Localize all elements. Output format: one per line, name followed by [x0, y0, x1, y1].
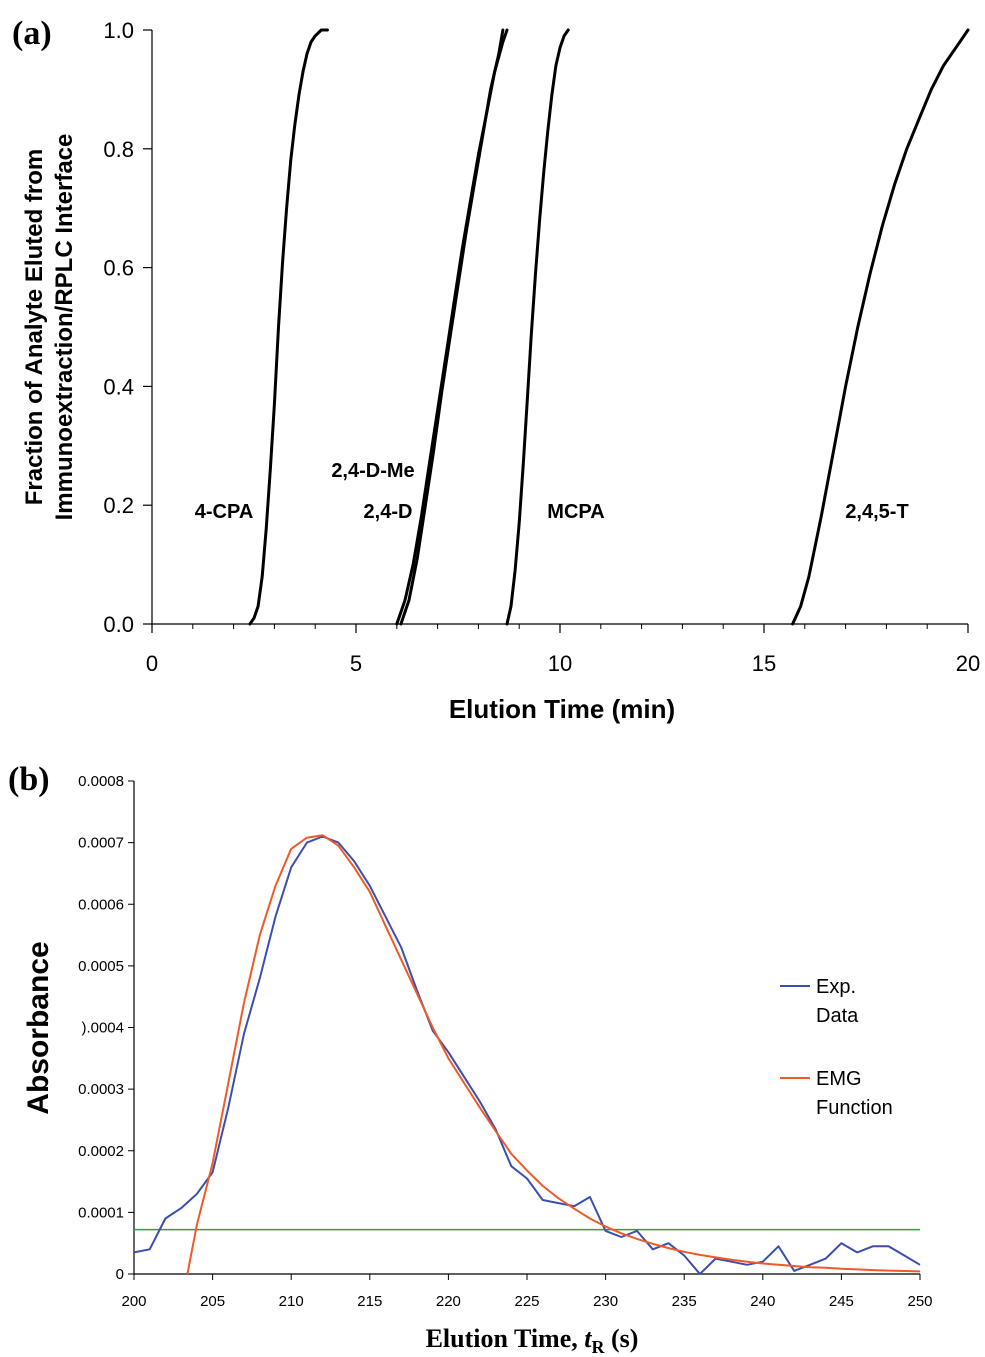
x-tick-label: 10: [548, 651, 572, 676]
x-tick-label: 210: [279, 1293, 304, 1310]
series-line-4-cpa: [248, 28, 329, 626]
x-tick-label: 200: [121, 1293, 146, 1310]
y-tick-label: 0.0003: [78, 1081, 124, 1098]
y-tick-label: 0.6: [103, 256, 134, 281]
series-label-2-4-d: 2,4-D: [364, 501, 413, 523]
x-tick-label: 230: [593, 1293, 618, 1310]
panel-b: (b) 200 205 210 215 220 225 230 235 240 245 250 00…: [8, 761, 933, 1357]
panel-a-x-ticks: 0 5 10 15 20: [146, 624, 980, 676]
y-tick-label: 0.0007: [78, 835, 124, 852]
panel-b-y-ticks: 0 0.0001 0.0002 0.0003 ).0004 0.0005 0.0006 0.0…: [78, 773, 134, 1283]
y-tick-label: 0.0006: [78, 896, 124, 913]
series-label-2-4-5-t: 2,4,5-T: [845, 501, 908, 523]
series-line-2-4-d-me: [399, 28, 505, 626]
panel-a-series: [248, 28, 970, 626]
x-tick-label: 250: [907, 1293, 932, 1310]
series-line-emg-function: [186, 834, 921, 1275]
x-tick-label: 245: [829, 1293, 854, 1310]
legend-label-exp-data: Exp. Data: [816, 976, 859, 1027]
x-tick-label: 5: [350, 651, 362, 676]
panel-a-y-title-line1: Fraction of Analyte Eluted from: [21, 149, 48, 505]
panel-b-y-axis-title: Absorbance: [22, 941, 55, 1114]
x-tick-label: 220: [436, 1293, 461, 1310]
legend-label-emg-function: EMG Function: [816, 1068, 893, 1119]
panel-a: (a) 0 5 10 15 20 0.0 0.2 0.4 0.6 0.8 1.0 4-CPA 2,4…: [12, 15, 980, 724]
y-tick-label: ).0004: [81, 1020, 124, 1037]
x-tick-label: 240: [750, 1293, 775, 1310]
panel-b-x-ticks: 200 205 210 215 220 225 230 235 240 245 250: [121, 1274, 933, 1310]
y-tick-label: 0.0005: [78, 958, 124, 975]
series-label-4-cpa: 4-CPA: [195, 501, 254, 523]
panel-b-label: (b): [8, 761, 50, 798]
series-label-mcpa: MCPA: [547, 501, 604, 523]
panel-b-x-title-main: Elution Time,: [426, 1324, 585, 1353]
series-line-exp-data: [133, 835, 921, 1275]
y-tick-label: 0.0: [103, 612, 134, 637]
panel-a-series-labels: 4-CPA 2,4-D-Me 2,4-D MCPA 2,4,5-T: [195, 460, 909, 523]
series-line-mcpa: [505, 28, 570, 626]
panel-b-series: [133, 834, 921, 1275]
panel-b-x-title-unit: (s): [605, 1324, 639, 1353]
y-tick-label: 0: [116, 1266, 124, 1283]
x-tick-label: 225: [514, 1293, 539, 1310]
x-tick-label: 20: [956, 651, 980, 676]
x-tick-label: 15: [752, 651, 776, 676]
y-tick-label: 0.2: [103, 493, 134, 518]
panel-a-label: (a): [12, 15, 52, 52]
x-tick-label: 235: [672, 1293, 697, 1310]
series-line-2-4-d: [395, 28, 509, 626]
y-tick-label: 0.4: [103, 374, 134, 399]
x-tick-label: 215: [357, 1293, 382, 1310]
panel-b-x-title-sub: R: [592, 1337, 606, 1357]
panel-b-x-title-var: t: [584, 1324, 592, 1353]
panel-a-y-axis-title: Fraction of Analyte Eluted from Immunoex…: [21, 134, 78, 521]
series-label-2-4-d-me: 2,4-D-Me: [331, 460, 414, 482]
y-tick-label: 0.8: [103, 137, 134, 162]
x-tick-label: 0: [146, 651, 158, 676]
panel-b-legend: Exp. Data EMG Function: [780, 976, 893, 1119]
y-tick-label: 0.0001: [78, 1204, 124, 1221]
series-line-2-4-5-t: [791, 28, 970, 626]
panel-b-x-axis-title: Elution Time, tR (s): [426, 1324, 639, 1357]
panel-a-x-axis-title: Elution Time (min): [449, 694, 675, 724]
y-tick-label: 0.0002: [78, 1143, 124, 1160]
panel-a-y-ticks: 0.0 0.2 0.4 0.6 0.8 1.0: [103, 18, 152, 637]
y-tick-label: 0.0008: [78, 773, 124, 790]
y-tick-label: 1.0: [103, 18, 134, 43]
panel-a-y-title-line2: Immunoextraction/RPLC Interface: [51, 134, 78, 521]
x-tick-label: 205: [200, 1293, 225, 1310]
